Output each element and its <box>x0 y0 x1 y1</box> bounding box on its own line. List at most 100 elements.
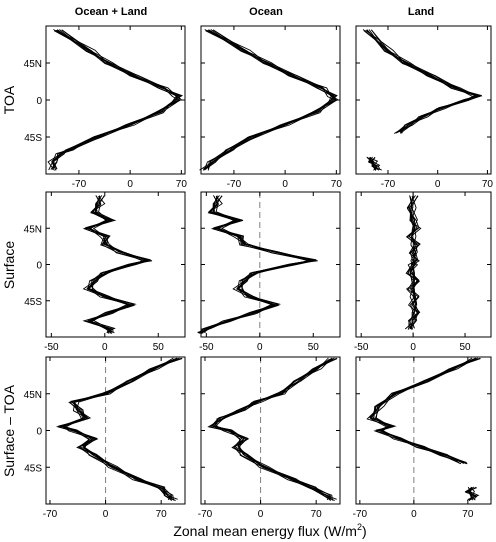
y-tick-label: 0 <box>36 427 42 438</box>
ensemble-line-a-5 <box>216 358 333 500</box>
ensemble-line-b-8 <box>464 486 477 501</box>
ensemble-line-b-8 <box>367 156 378 171</box>
x-tick-label: -70 <box>43 509 58 520</box>
panel-surface-ocean: -50 0 50 <box>197 191 341 353</box>
x-tick-label: 50 <box>459 342 471 353</box>
column-title-ocean-land: Ocean + Land <box>75 6 147 18</box>
row-label-surface-minus-toa: Surface – TOA <box>1 384 17 477</box>
x-axis-label-close: ) <box>362 523 367 539</box>
x-tick-label: 0 <box>411 509 417 520</box>
ensemble-line-a-6 <box>214 358 332 501</box>
ensemble-line-a-1 <box>204 29 337 170</box>
ensemble-line-a-4 <box>57 358 179 500</box>
panel-surface-minus-toa-ocean-land: -70 0 70 45N 0 45S <box>24 356 186 520</box>
ensemble-line-a-2 <box>204 29 335 170</box>
ensemble-line-a-4 <box>82 196 153 334</box>
column-titles: Ocean + Land Ocean Land <box>75 6 434 18</box>
ensemble-line-a-7 <box>57 357 182 501</box>
ensemble-line-a-7 <box>204 29 339 171</box>
ensemble-line-a-5 <box>51 30 177 171</box>
ensemble-line-a-2 <box>62 357 174 501</box>
y-tick-label: 0 <box>36 96 42 107</box>
panel-frame <box>355 25 492 175</box>
x-tick-label: 70 <box>311 509 323 520</box>
row-label-toa: TOA <box>1 85 17 114</box>
x-tick-label: 70 <box>176 179 188 190</box>
row-label-surface: Surface <box>1 241 17 289</box>
ensemble-line-a-6 <box>82 195 147 334</box>
ensemble-line-a-5 <box>64 358 175 500</box>
row-labels: TOA Surface Surface – TOA <box>1 85 17 477</box>
x-tick-label: 0 <box>103 509 109 520</box>
x-tick-label: 70 <box>462 509 474 520</box>
y-tick-label: 45N <box>24 224 42 235</box>
x-tick-label: 0 <box>127 179 133 190</box>
ensemble-line-a-3 <box>204 29 337 170</box>
ensemble-line-a-5 <box>203 30 332 171</box>
y-tick-label: 45S <box>24 297 42 308</box>
x-tick-label: -70 <box>198 509 213 520</box>
panel-frame <box>200 25 341 175</box>
ensemble-line-a-0 <box>209 358 338 501</box>
panel-frame <box>45 191 186 338</box>
panel-surface-land: -50 0 50 <box>354 191 492 353</box>
ensemble-line-a-2 <box>213 357 332 501</box>
panel-toa-ocean-land: -70 0 70 45N 0 45S <box>24 25 188 190</box>
x-axis-label-superscript: 2 <box>357 522 362 532</box>
x-tick-label: -70 <box>72 179 87 190</box>
ensemble-line-a-8 <box>51 29 184 170</box>
x-tick-label: -50 <box>199 342 214 353</box>
ensemble-line-a-8 <box>85 195 149 333</box>
y-tick-label: 45N <box>24 59 42 70</box>
x-tick-label: 0 <box>258 509 264 520</box>
panel-frame <box>355 191 492 338</box>
column-title-ocean: Ocean <box>249 6 283 18</box>
x-tick-label: 0 <box>102 342 108 353</box>
x-tick-label: 0 <box>435 179 441 190</box>
ensemble-line-a-1 <box>62 357 178 501</box>
x-tick-label: -50 <box>44 342 59 353</box>
ensemble-line-a-0 <box>82 195 151 334</box>
x-tick-label: 70 <box>331 179 343 190</box>
ensemble-line-a-8 <box>211 357 335 501</box>
x-axis-label: Zonal mean energy flux (W/m2) <box>173 522 366 539</box>
x-tick-label: 50 <box>308 342 320 353</box>
panel-toa-land: -70 0 70 <box>355 25 494 190</box>
ensemble-line-a-8 <box>405 195 421 330</box>
panel-surface-minus-toa-ocean: -70 0 70 <box>198 356 341 520</box>
ensemble-line-a-0 <box>202 29 337 171</box>
ensemble-line-a-1 <box>214 357 334 501</box>
ensemble-line-a-6 <box>366 358 475 465</box>
ensemble-line-a-3 <box>87 195 149 333</box>
x-tick-label: 0 <box>410 342 416 353</box>
panel-frame <box>200 356 341 505</box>
x-tick-label: -70 <box>353 509 368 520</box>
ensemble-line-a-8 <box>202 195 315 333</box>
column-title-land: Land <box>408 6 434 18</box>
x-tick-label: 70 <box>156 509 168 520</box>
panel-toa-ocean: -70 0 70 <box>199 25 343 190</box>
ensemble-line-a-7 <box>83 195 151 334</box>
x-tick-label: 70 <box>482 179 494 190</box>
panel-surface-minus-toa-land: -70 0 70 <box>353 356 492 520</box>
y-tick-label: 45S <box>24 463 42 474</box>
x-tick-label: -70 <box>227 179 242 190</box>
ensemble-line-a-8 <box>202 29 338 170</box>
ensemble-line-a-0 <box>60 358 183 501</box>
ensemble-line-a-8 <box>60 357 180 501</box>
x-tick-label: -50 <box>354 342 369 353</box>
x-tick-label: -70 <box>381 179 396 190</box>
x-tick-label: 50 <box>153 342 165 353</box>
ensemble-line-a-8 <box>375 357 479 464</box>
y-tick-label: 45N <box>24 390 42 401</box>
y-tick-label: 0 <box>36 261 42 272</box>
y-tick-label: 45S <box>24 133 42 144</box>
x-axis-label-main: Zonal mean energy flux (W/m <box>173 523 357 539</box>
x-tick-label: 0 <box>282 179 288 190</box>
panel-frame <box>45 356 186 505</box>
ensemble-line-a-6 <box>365 29 474 134</box>
ensemble-line-a-4 <box>199 30 335 171</box>
ensemble-line-a-5 <box>87 196 150 334</box>
